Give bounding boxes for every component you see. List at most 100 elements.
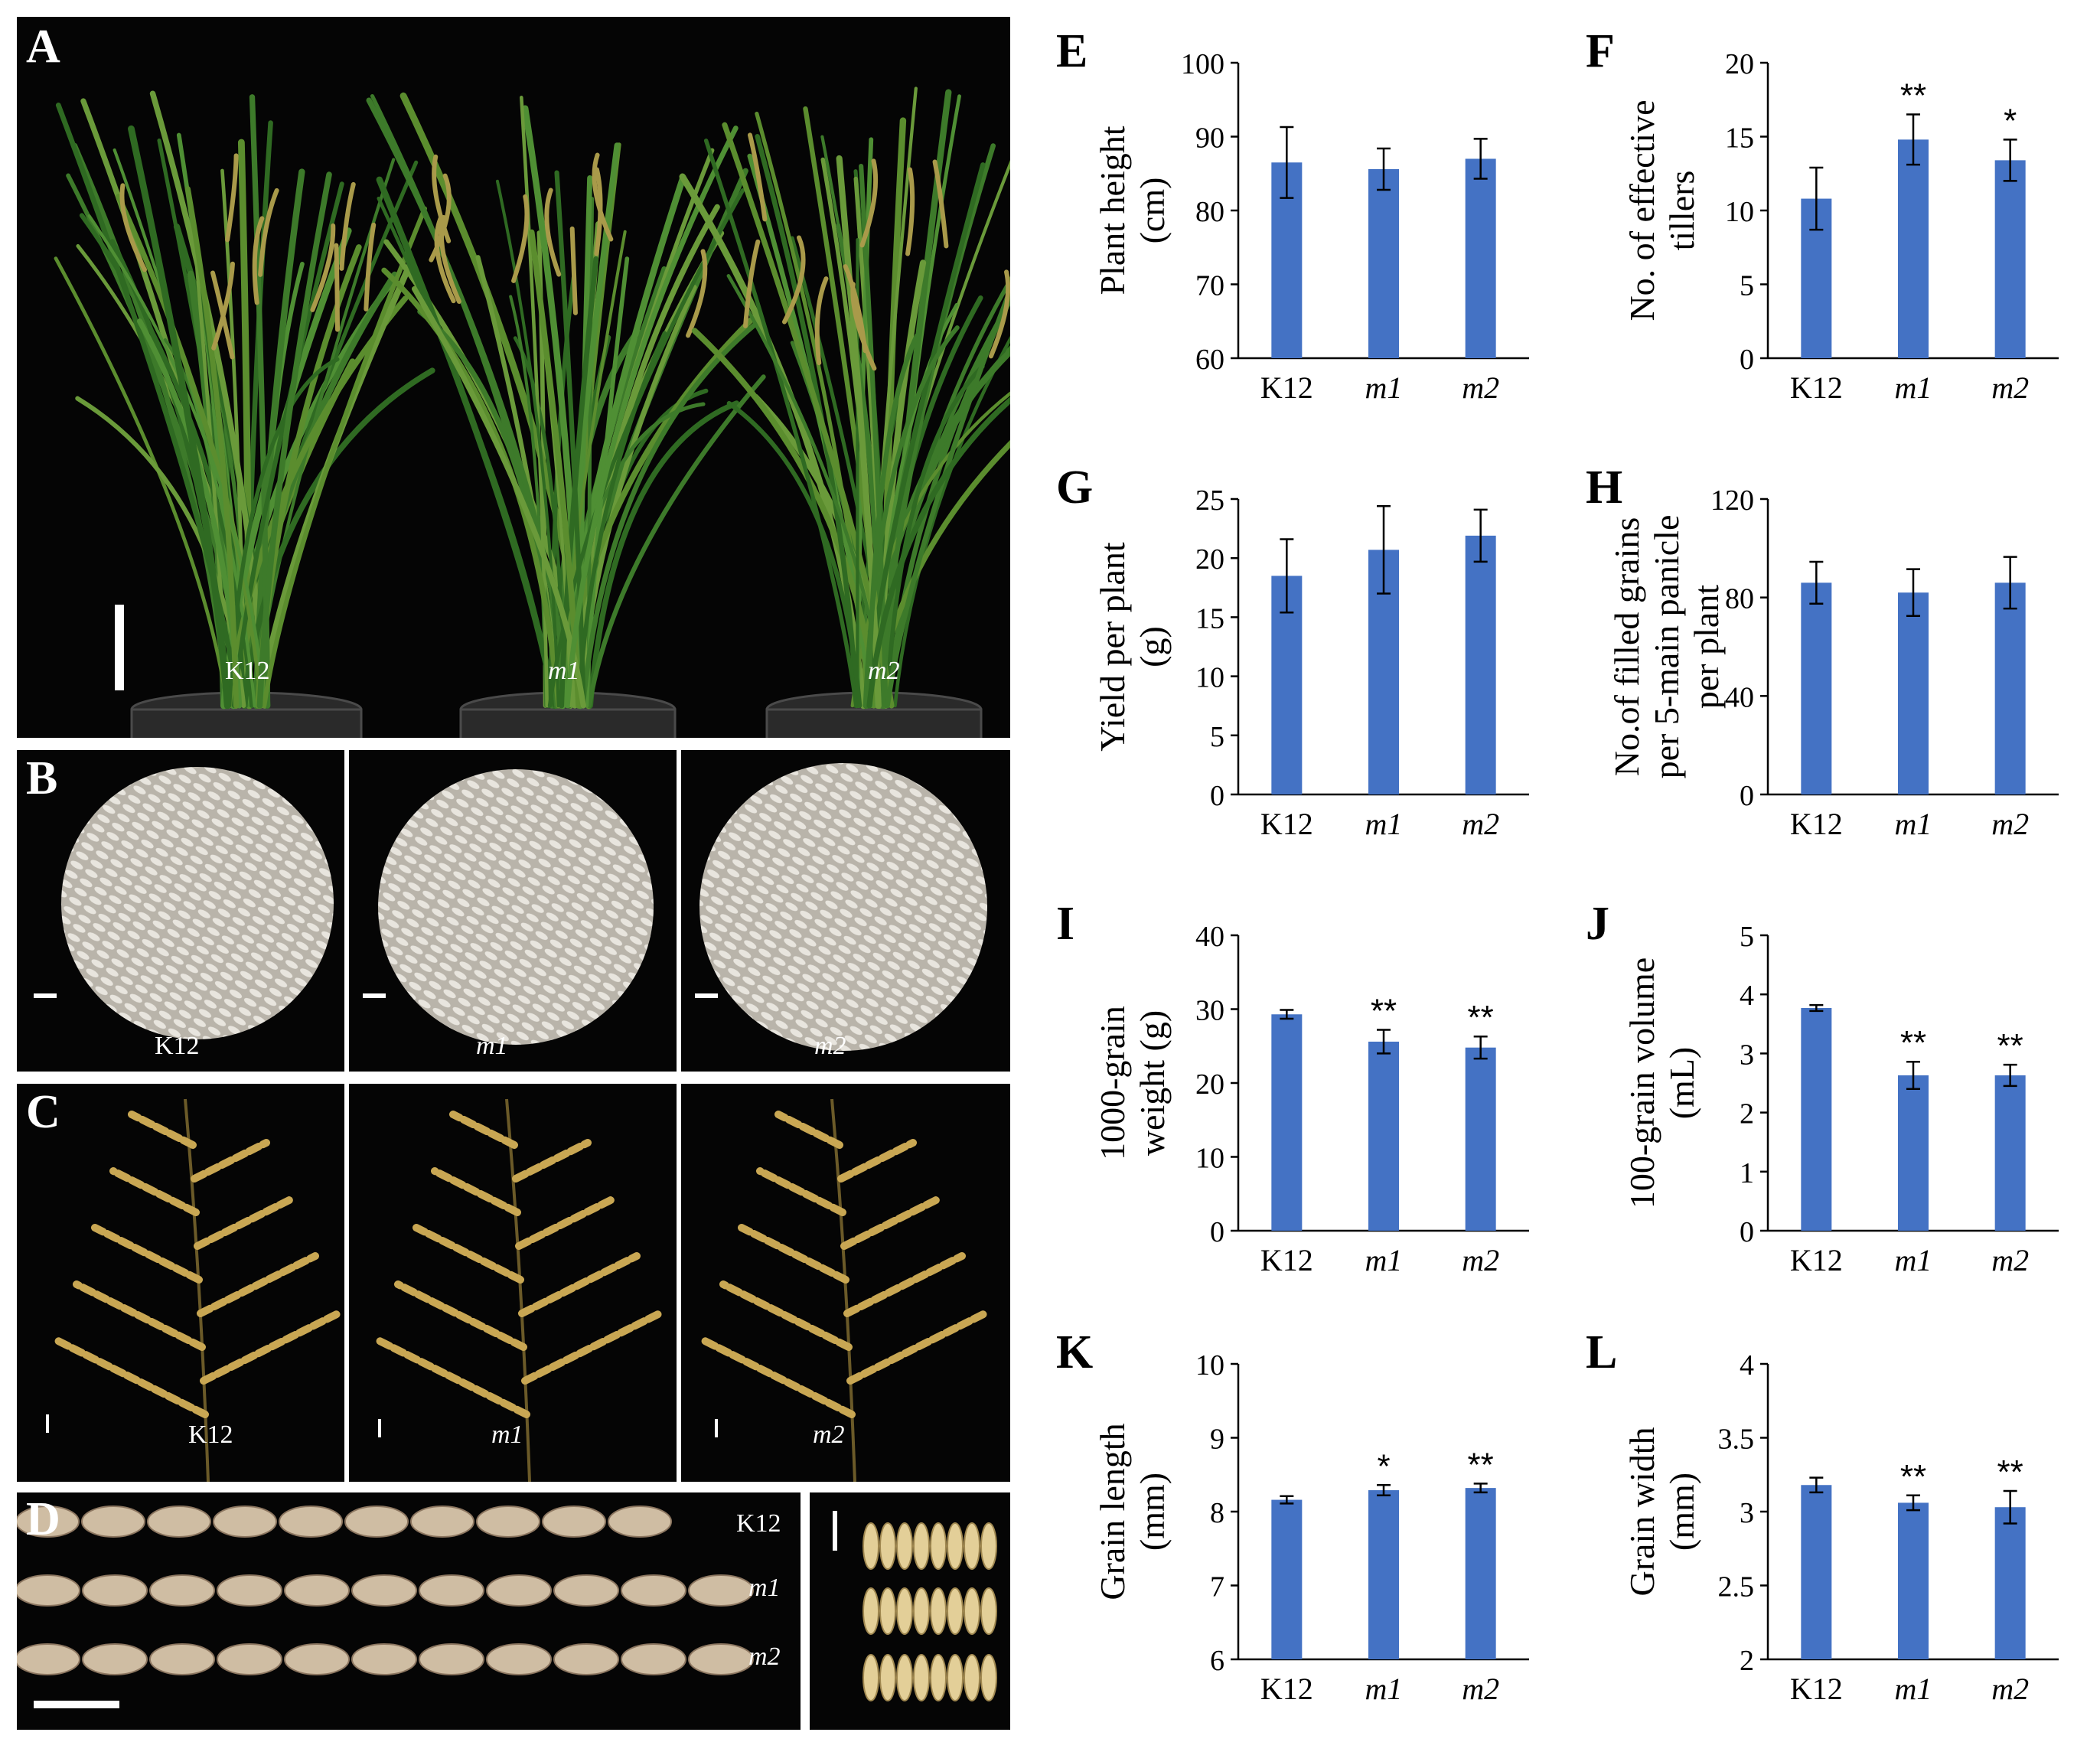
chart-svg: 0 10 20 30 40 K12 ** m1 ** m2 [1195,921,1529,1277]
photo-panel-c: C K12 m1 m2 [17,1084,1010,1482]
y-tick-label: 60 [1195,344,1224,376]
y-tick-label: 90 [1195,122,1224,155]
label-m2-a: m2 [868,657,900,685]
panicle [701,1098,990,1482]
error-bar [2003,1063,2017,1088]
bar-m1 [1898,139,1929,359]
panel-letter-l: L [1586,1326,1618,1378]
bar-m2 [1994,160,2026,358]
x-tick-label: m1 [1895,1672,1932,1706]
label-k12-d: K12 [736,1509,781,1538]
x-tick-label: K12 [1260,1672,1313,1706]
scale-bar-c1 [46,1414,49,1433]
significance-mark: ** [1900,1458,1926,1496]
chart-svg: 60 70 80 90 100 K12 m1 m2 [1181,48,1529,405]
x-tick-label: m1 [1895,370,1932,405]
significance-mark: ** [1468,1446,1494,1483]
panel-letter-d: D [26,1493,60,1545]
y-tick-label: 4 [1740,1349,1754,1382]
x-tick-label: K12 [1790,1672,1843,1706]
y-tick-label: 20 [1195,1068,1224,1101]
bar-m2 [1465,158,1496,358]
x-tick-label: m1 [1365,1672,1403,1706]
error-bar [1809,560,1824,605]
label-m1-d: m1 [748,1574,781,1602]
label-k12-c: K12 [188,1421,233,1449]
label-m1-a: m1 [548,657,580,685]
chart-svg: 0 5 10 15 20 25 K12 m1 m2 [1195,484,1529,841]
error-bar [2003,139,2017,182]
y-tick-label: 10 [1195,662,1224,694]
significance-mark: ** [1468,999,1494,1036]
panel-letter-g: G [1056,462,1094,514]
chart-svg: 0 40 80 120 K12 m1 m2 [1710,484,2059,841]
y-tick-label: 15 [1195,602,1224,634]
bar-m1 [1898,1075,1929,1231]
panel-letter-b: B [26,752,58,804]
chart-h: H No.of filled grains per 5-main panicle pe… [1586,453,2083,866]
chart-svg: 6 7 8 9 10 K12 * m1 ** m2 [1195,1349,1529,1706]
bar-m1 [1898,1502,1929,1659]
y-tick-label: 2 [1740,1645,1754,1677]
photo-panel-a: A K12 m1 m2 [17,17,1010,738]
plant-illustration [54,86,1010,738]
y-tick-label: 10 [1725,196,1754,228]
y-tick-label: 15 [1725,122,1754,155]
x-tick-label: K12 [1260,370,1313,405]
panel-letter-c: C [26,1086,60,1138]
x-tick-label: K12 [1790,807,1843,841]
rice-plant [679,86,1010,710]
y-tick-label: 10 [1195,1143,1224,1175]
error-bar [1473,1035,1488,1060]
y-tick-label: 2.5 [1718,1571,1755,1603]
scale-bar-d [34,1701,119,1708]
y-tick-label: 80 [1725,583,1754,615]
bar-m1 [1368,168,1399,358]
y-tick-label: 6 [1210,1645,1224,1677]
error-bar [1809,166,1824,231]
bar-k12 [1271,1014,1303,1231]
x-tick-label: m2 [1462,1243,1499,1277]
error-bar [1906,568,1920,618]
bar-m1 [1368,1041,1399,1231]
y-tick-label: 9 [1210,1424,1224,1456]
significance-mark: ** [1900,77,1926,115]
grain-pile-m2 [699,763,987,1051]
bar-m2 [1994,1507,2026,1659]
panicle [376,1098,665,1482]
panel-letter-f: F [1586,25,1615,77]
y-tick-label: 1 [1740,1157,1754,1189]
x-tick-label: m2 [1462,370,1499,405]
scale-bar-b1 [34,993,57,998]
x-tick-label: m1 [1365,1243,1403,1277]
panicles [54,1098,990,1482]
label-m2-d: m2 [748,1643,781,1671]
error-bar [1906,113,1920,166]
bar-m2 [1994,1075,2026,1231]
error-bar [1280,1009,1294,1020]
label-k12-a: K12 [225,657,270,685]
label-k12-b: K12 [155,1032,200,1060]
error-bar [1280,1495,1294,1505]
grain-pile-m1 [378,769,654,1045]
y-tick-label: 0 [1210,1216,1224,1248]
x-tick-label: m2 [1991,370,2029,405]
significance-mark: ** [1997,1027,2023,1065]
grain-pile-k12 [61,767,334,1039]
chart-k: K Grain length (mm) 6 7 8 9 10 K12 * m1 ** m2 [1056,1318,1554,1731]
y-tick-label: 3.5 [1718,1424,1755,1456]
chart-svg: 0 5 10 15 20 K12 ** m1 * m2 [1725,48,2059,405]
y-tick-label: 25 [1195,484,1224,517]
photo-panel-d-inset [810,1492,1010,1730]
error-bar [1377,1029,1391,1055]
y-tick-label: 7 [1210,1571,1224,1603]
significance-mark: ** [1900,1024,1926,1062]
scale-bar-c2 [378,1419,381,1437]
significance-mark: * [1377,1447,1390,1485]
error-bar [1473,138,1488,180]
error-bar [1377,1484,1391,1497]
y-tick-label: 0 [1740,780,1754,812]
error-bar [1280,126,1294,199]
y-tick-label: 2 [1740,1098,1754,1130]
y-tick-label: 8 [1210,1497,1224,1529]
